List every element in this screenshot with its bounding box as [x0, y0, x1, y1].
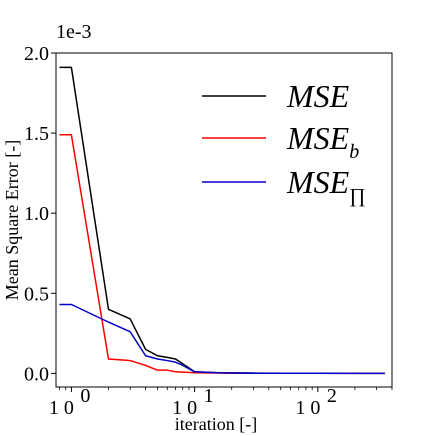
x-axis-label: iteration [-] — [175, 414, 257, 434]
legend-label-3: MSE∏ — [286, 164, 366, 207]
y-tick-label: 0.5 — [24, 283, 49, 305]
legend-label-subscript: ∏ — [349, 185, 365, 207]
plot-background — [56, 53, 392, 387]
axes-layer: 0.0 0.5 1.0 1.5 2.0 1 0 0 1 0 1 1 0 2 — [24, 43, 393, 419]
x-tick-exponent: 0 — [80, 385, 90, 407]
plot-area — [56, 53, 392, 387]
x-tick-exponent: 1 — [204, 385, 214, 407]
y-axis-offset-label: 1e-3 — [56, 21, 92, 43]
x-tick-label: 1 0 — [295, 397, 320, 419]
x-tick-label: 1 0 — [172, 397, 197, 419]
x-tick-exponent: 2 — [327, 385, 337, 407]
y-tick-label: 1.5 — [24, 123, 49, 145]
y-axis-label: Mean Square Error [-] — [2, 140, 22, 300]
series-layer — [59, 66, 385, 375]
legend-label-1: MSE — [286, 78, 350, 114]
series-line-3 — [59, 303, 385, 375]
legend-label-2: MSEb — [286, 120, 359, 163]
plot-frame-border — [55, 52, 393, 388]
y-tick-label: 0.0 — [24, 363, 49, 385]
y-tick-label: 2.0 — [24, 43, 49, 65]
legend-label-subscript: b — [349, 141, 359, 163]
y-tick-label: 1.0 — [24, 203, 49, 225]
x-tick-label: 1 0 — [49, 397, 74, 419]
